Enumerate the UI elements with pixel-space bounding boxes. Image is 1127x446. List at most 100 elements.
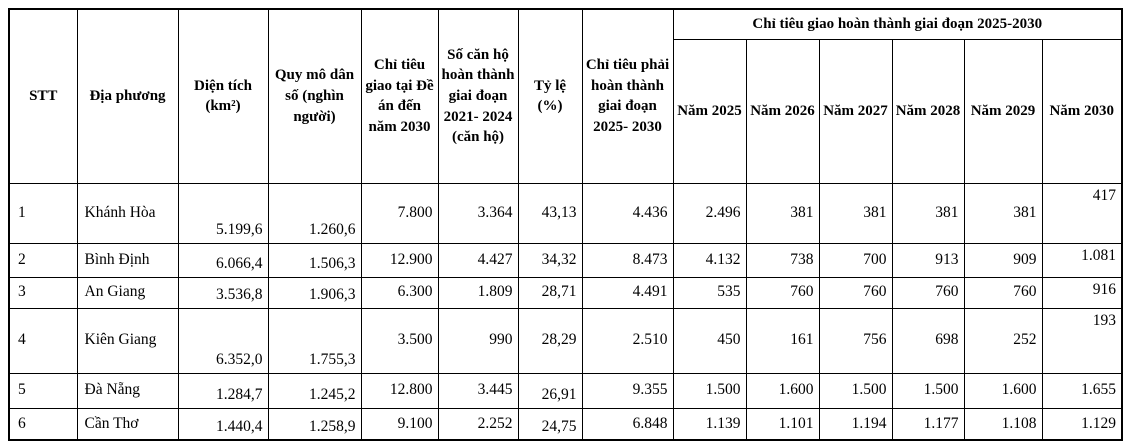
cell-nam-2027: 1.194: [818, 407, 893, 441]
cell-chi-tieu-giao-de-an: 12.800: [360, 372, 439, 409]
col-header-so-can-ho-2021-2024: Số căn hộ hoàn thành giai đoạn 2021- 202…: [437, 8, 519, 184]
cell-dia-phuong: Đà Nẵng: [76, 372, 179, 409]
cell-nam-2025: 450: [672, 307, 747, 374]
cell-ty-le: 28,29: [517, 307, 583, 374]
cell-nam-2029: 1.600: [963, 372, 1043, 409]
cell-nam-2028: 381: [891, 182, 965, 244]
header-row-years: Năm 2025 Năm 2026 Năm 2027 Năm 2028 Năm …: [9, 38, 1123, 184]
cell-nam-2028: 760: [891, 276, 965, 309]
col-header-stt: STT: [8, 8, 78, 184]
cell-chi-tieu-giao-de-an: 3.500: [360, 307, 439, 374]
cell-stt: 2: [8, 242, 78, 278]
cell-nam-2027: 756: [818, 307, 893, 374]
table-row: 4 Kiên Giang 6.352,0 1.755,3 3.500 990 2…: [8, 307, 1123, 374]
cell-nam-2029: 381: [963, 182, 1043, 244]
cell-ty-le: 28,71: [517, 276, 583, 309]
cell-chi-tieu-phai-2025-2030: 4.491: [581, 276, 674, 309]
cell-quy-mo-dan-so: 1.258,9: [267, 407, 362, 441]
col-header-dia-phuong: Địa phương: [76, 8, 179, 184]
cell-chi-tieu-giao-de-an: 7.800: [360, 182, 439, 244]
cell-dien-tich: 6.352,0: [177, 307, 269, 374]
cell-dien-tich: 6.066,4: [177, 242, 269, 278]
cell-nam-2025: 4.132: [672, 242, 747, 278]
cell-nam-2029: 909: [963, 242, 1043, 278]
cell-chi-tieu-phai-2025-2030: 4.436: [581, 182, 674, 244]
col-header-chi-tieu-phai-2025-2030: Chỉ tiêu phải hoàn thành giai đoạn 2025-…: [581, 8, 674, 184]
cell-nam-2027: 700: [818, 242, 893, 278]
cell-so-can-ho-2021-2024: 4.427: [437, 242, 519, 278]
table-row: 5 Đà Nẵng 1.284,7 1.245,2 12.800 3.445 2…: [8, 372, 1123, 409]
cell-dien-tich: 1.284,7: [177, 372, 269, 409]
cell-dia-phuong: Khánh Hòa: [76, 182, 179, 244]
cell-nam-2027: 1.500: [818, 372, 893, 409]
table-row: 6 Cần Thơ 1.440,4 1.258,9 9.100 2.252 24…: [8, 407, 1123, 441]
cell-nam-2026: 381: [745, 182, 820, 244]
cell-dia-phuong: Cần Thơ: [76, 407, 179, 441]
cell-dien-tich: 1.440,4: [177, 407, 269, 441]
cell-nam-2030: 417: [1041, 182, 1123, 244]
cell-nam-2026: 738: [745, 242, 820, 278]
cell-stt: 1: [8, 182, 78, 244]
col-header-quy-mo-dan-so: Quy mô dân số (nghìn người): [267, 8, 362, 184]
cell-nam-2025: 1.139: [672, 407, 747, 441]
cell-so-can-ho-2021-2024: 3.364: [437, 182, 519, 244]
cell-nam-2030: 193: [1041, 307, 1123, 374]
cell-chi-tieu-giao-de-an: 6.300: [360, 276, 439, 309]
cell-chi-tieu-giao-de-an: 12.900: [360, 242, 439, 278]
cell-quy-mo-dan-so: 1.260,6: [267, 182, 362, 244]
cell-chi-tieu-phai-2025-2030: 6.848: [581, 407, 674, 441]
col-header-nam-2028: Năm 2028: [891, 38, 965, 184]
cell-so-can-ho-2021-2024: 3.445: [437, 372, 519, 409]
cell-chi-tieu-phai-2025-2030: 8.473: [581, 242, 674, 278]
group-header-giao-hoan-thanh-2025-2030: Chỉ tiêu giao hoàn thành giai đoạn 2025-…: [672, 8, 1123, 40]
cell-nam-2025: 1.500: [672, 372, 747, 409]
cell-nam-2030: 1.129: [1041, 407, 1123, 441]
table-row: 3 An Giang 3.536,8 1.906,3 6.300 1.809 2…: [8, 276, 1123, 309]
cell-nam-2026: 161: [745, 307, 820, 374]
header-row-top: STT Địa phương Diện tích (km²) Quy mô dâ…: [8, 8, 1123, 184]
cell-quy-mo-dan-so: 1.906,3: [267, 276, 362, 309]
cell-dia-phuong: Kiên Giang: [76, 307, 179, 374]
cell-stt: 4: [8, 307, 78, 374]
table-row: 2 Bình Định 6.066,4 1.506,3 12.900 4.427…: [8, 242, 1123, 278]
cell-chi-tieu-phai-2025-2030: 9.355: [581, 372, 674, 409]
table-row: 1 Khánh Hòa 5.199,6 1.260,6 7.800 3.364 …: [8, 182, 1123, 244]
cell-ty-le: 34,32: [517, 242, 583, 278]
cell-nam-2027: 381: [818, 182, 893, 244]
cell-chi-tieu-phai-2025-2030: 2.510: [581, 307, 674, 374]
cell-dia-phuong: An Giang: [76, 276, 179, 309]
cell-nam-2028: 1.500: [891, 372, 965, 409]
cell-quy-mo-dan-so: 1.506,3: [267, 242, 362, 278]
cell-nam-2028: 1.177: [891, 407, 965, 441]
cell-dien-tich: 5.199,6: [177, 182, 269, 244]
cell-dien-tich: 3.536,8: [177, 276, 269, 309]
col-header-nam-2025: Năm 2025: [672, 38, 747, 184]
housing-construction-targets-table: STT Địa phương Diện tích (km²) Quy mô dâ…: [8, 8, 1123, 441]
table-body: 1 Khánh Hòa 5.199,6 1.260,6 7.800 3.364 …: [8, 182, 1123, 441]
cell-so-can-ho-2021-2024: 1.809: [437, 276, 519, 309]
cell-so-can-ho-2021-2024: 990: [437, 307, 519, 374]
cell-nam-2030: 1.655: [1041, 372, 1123, 409]
cell-stt: 3: [8, 276, 78, 309]
cell-nam-2027: 760: [818, 276, 893, 309]
col-header-chi-tieu-giao-de-an: Chỉ tiêu giao tại Đề án đến năm 2030: [360, 8, 439, 184]
cell-ty-le: 26,91: [517, 372, 583, 409]
col-header-dien-tich: Diện tích (km²): [177, 8, 269, 184]
cell-nam-2026: 1.600: [745, 372, 820, 409]
col-header-nam-2030: Năm 2030: [1041, 38, 1123, 184]
cell-nam-2029: 760: [963, 276, 1043, 309]
cell-nam-2030: 916: [1041, 276, 1123, 309]
cell-quy-mo-dan-so: 1.755,3: [267, 307, 362, 374]
cell-chi-tieu-giao-de-an: 9.100: [360, 407, 439, 441]
col-header-nam-2026: Năm 2026: [745, 38, 820, 184]
cell-stt: 6: [8, 407, 78, 441]
cell-ty-le: 24,75: [517, 407, 583, 441]
col-header-ty-le: Tỷ lệ (%): [517, 8, 583, 184]
cell-nam-2025: 2.496: [672, 182, 747, 244]
cell-so-can-ho-2021-2024: 2.252: [437, 407, 519, 441]
cell-stt: 5: [8, 372, 78, 409]
col-header-nam-2027: Năm 2027: [818, 38, 893, 184]
cell-nam-2029: 1.108: [963, 407, 1043, 441]
cell-quy-mo-dan-so: 1.245,2: [267, 372, 362, 409]
